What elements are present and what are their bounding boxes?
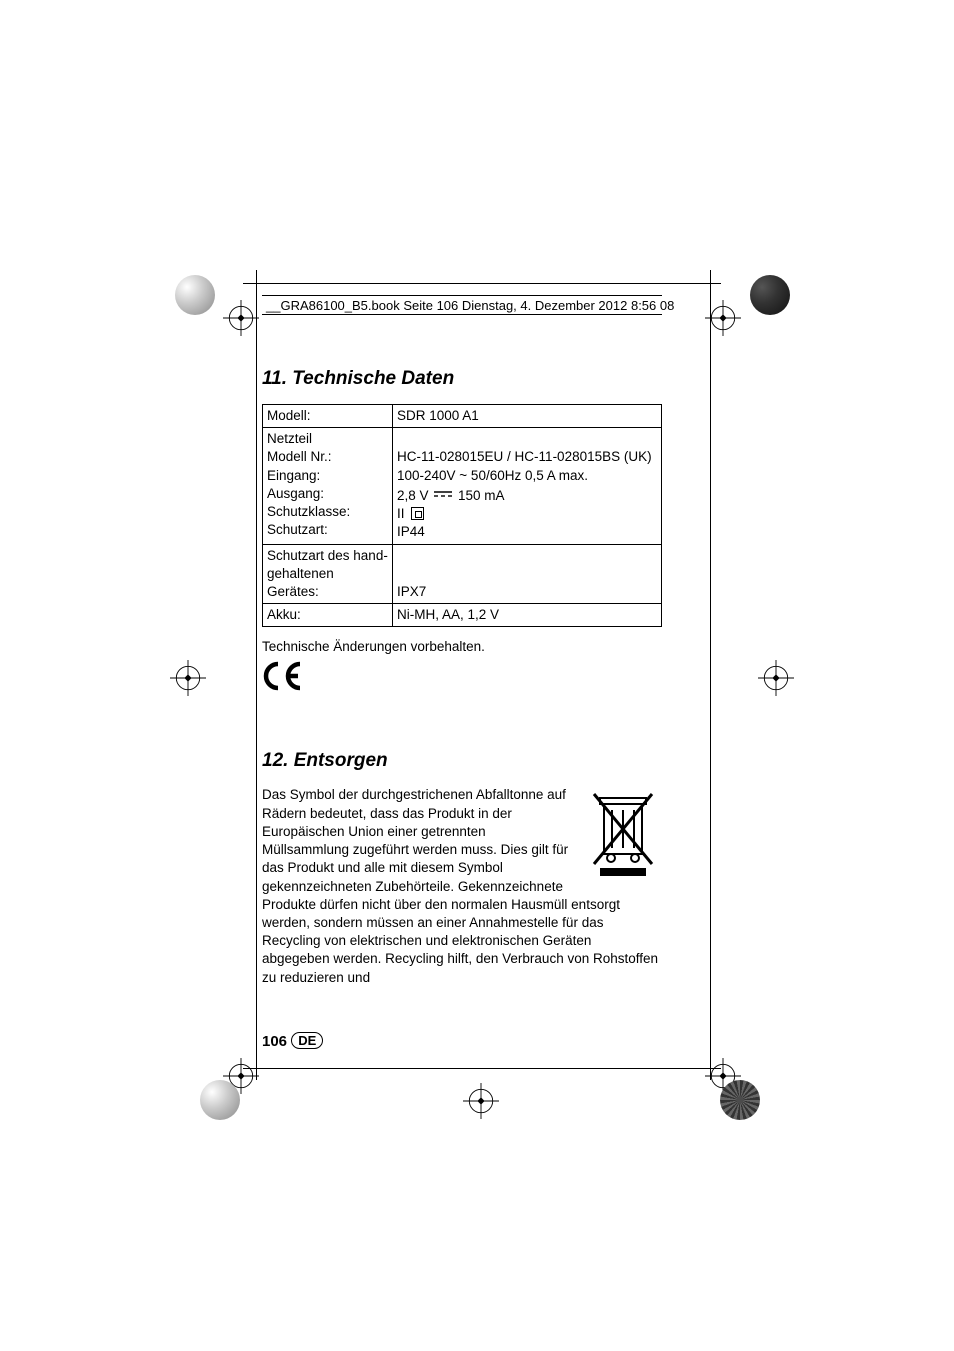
header-sep-bot <box>262 314 662 315</box>
registration-mark-icon <box>170 660 206 696</box>
table-row: Netzteil Modell Nr.: Eingang: Ausgang: S… <box>263 428 662 544</box>
corner-dot-icon <box>720 1080 760 1120</box>
page-number: 106 <box>262 1033 287 1050</box>
table-row: Modell: SDR 1000 A1 <box>263 405 662 428</box>
crop-line-top <box>243 283 721 284</box>
section-12: 12. Entsorgen Das Symbol der durchgestri… <box>262 750 662 986</box>
registration-mark-icon <box>758 660 794 696</box>
corner-dot-icon <box>200 1080 240 1120</box>
cell-label: Netzteil Modell Nr.: Eingang: Ausgang: S… <box>263 428 393 544</box>
lang-badge: DE <box>291 1032 323 1049</box>
registration-mark-icon <box>705 300 741 336</box>
weee-bin-icon <box>584 786 662 880</box>
page-header-text: __GRA86100_B5.book Seite 106 Dienstag, 4… <box>266 298 674 313</box>
registration-mark-icon <box>463 1083 499 1119</box>
tech-note: Technische Änderungen vorbehalten. <box>262 639 662 654</box>
cell-value: HC-11-028015EU / HC-11-028015BS (UK) 100… <box>393 428 662 544</box>
page-content: 11. Technische Daten Modell: SDR 1000 A1… <box>262 368 662 987</box>
cell-label: Schutzart des hand- gehaltenen Gerätes: <box>263 544 393 604</box>
spec-table: Modell: SDR 1000 A1 Netzteil Modell Nr.:… <box>262 404 662 627</box>
cell-value: IPX7 <box>393 544 662 604</box>
dc-symbol-icon <box>434 485 452 503</box>
crop-line-left <box>256 270 257 1080</box>
cell-value: Ni-MH, AA, 1,2 V <box>393 604 662 627</box>
corner-dot-icon <box>175 275 215 315</box>
section-11-title: 11. Technische Daten <box>262 368 662 390</box>
crop-line-right <box>710 270 711 1080</box>
cell-value: SDR 1000 A1 <box>393 405 662 428</box>
table-row: Akku: Ni-MH, AA, 1,2 V <box>263 604 662 627</box>
header-sep-top <box>262 295 662 296</box>
section-12-body: Das Symbol der durchgestrichenen Abfallt… <box>262 786 662 986</box>
registration-mark-icon <box>223 300 259 336</box>
cell-label: Akku: <box>263 604 393 627</box>
corner-dot-icon <box>750 275 790 315</box>
section-12-title: 12. Entsorgen <box>262 750 662 772</box>
page-footer: 106 DE <box>262 1032 323 1050</box>
cell-label: Modell: <box>263 405 393 428</box>
table-row: Schutzart des hand- gehaltenen Gerätes: … <box>263 544 662 604</box>
ce-mark-icon <box>262 660 662 698</box>
class2-symbol-icon <box>411 507 424 520</box>
crop-line-bottom <box>243 1068 721 1069</box>
